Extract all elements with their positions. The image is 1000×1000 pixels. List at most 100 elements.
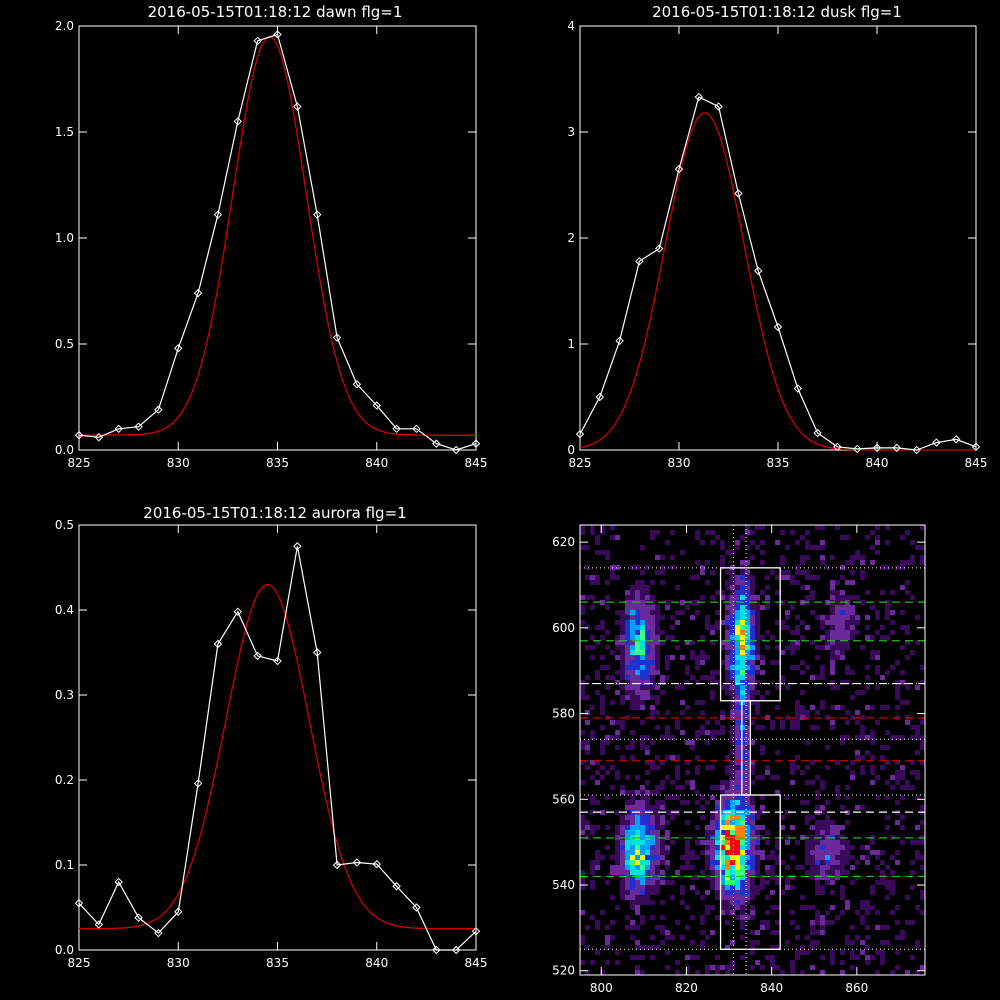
heatmap-cell [645,945,650,950]
heatmap-cell [770,865,775,870]
dawn-data-point [432,439,441,448]
heatmap-cell [650,675,655,680]
heatmap-cell [870,730,875,735]
heatmap-cell [910,560,915,565]
heatmap-cell [730,585,735,590]
heatmap-cell [660,785,665,790]
aurora-data-point [253,651,262,661]
dawn-data-point [412,424,421,434]
heatmap-cell [630,660,635,665]
heatmap-cell [735,690,740,695]
heatmap-cell [715,825,720,830]
heatmap-cell [755,665,760,670]
heatmap-cell [765,630,770,635]
heatmap-cell [660,940,665,945]
heatmap-cell [640,680,645,685]
dusk-y-tick-label: 3 [567,125,575,139]
heatmap-cell [615,610,620,615]
heatmap-cell [655,840,660,845]
heatmap-cell [730,790,735,795]
heatmap-cell [745,755,750,760]
heatmap-cell [685,740,690,745]
heatmap-cell [920,760,925,765]
heatmap-cell [735,730,740,735]
heatmap-cell [790,645,795,650]
heatmap-cell [635,605,640,610]
heatmap-cell [675,795,680,800]
heatmap-cell [830,950,835,955]
heatmap-cell [715,860,720,865]
heatmap-cell [740,615,745,620]
heatmap-cell [610,570,615,575]
heatmap-cell [615,730,620,735]
heatmap-cell [830,875,835,880]
heatmap-cell [780,555,785,560]
heatmap-cell [885,610,890,615]
heatmap-cell [835,590,840,595]
heatmap-cell [780,725,785,730]
heatmap-cell [865,590,870,595]
heatmap-cell [730,740,735,745]
heatmap-cell [810,945,815,950]
heatmap-cell [675,610,680,615]
heatmap-cell [830,615,835,620]
heatmap-cell [640,580,645,585]
heatmap-cell [820,625,825,630]
heatmap-cell [850,770,855,775]
heatmap-cell [580,935,585,940]
heatmap-cell [725,815,730,820]
dusk-data-point [872,443,882,453]
dusk-y-tick-label: 4 [567,19,575,33]
heatmap-cell [910,735,915,740]
heatmap-cell [880,875,885,880]
heatmap-cell [905,700,910,705]
heatmap-cell [610,865,615,870]
heatmap-cell [735,710,740,715]
heatmap-cell [735,830,740,835]
heatmap-cell [865,860,870,865]
heatmap-cell [880,860,885,865]
heatmap-cell [765,925,770,930]
heatmap-cell [640,740,645,745]
heatmap-cell [630,875,635,880]
heatmap-cell [600,970,605,975]
heatmap-cell [645,685,650,690]
heatmap-cell [790,530,795,535]
heatmap-cell [830,880,835,885]
heatmap-cell [680,865,685,870]
heatmap-cell [720,660,725,665]
heatmap-cell [615,575,620,580]
heatmap-cell [605,605,610,610]
heatmap-cell [655,805,660,810]
dusk-data-point [773,322,783,332]
heatmap-cell [735,685,740,690]
heatmap-cell [700,870,705,875]
heatmap-cell [640,545,645,550]
heatmap-cell [710,695,715,700]
heatmap-cell [665,540,670,545]
heatmap-cell [645,780,650,785]
heatmap-cell [640,675,645,680]
heatmap-cell [800,895,805,900]
heatmap-cell [660,805,665,810]
heatmap-cell [655,855,660,860]
heatmap-cell [825,825,830,830]
dusk-data-point [971,442,981,452]
dusk-data-point [674,164,684,174]
heatmap-cell [855,615,860,620]
aurora-data-line [78,546,477,951]
heatmap-cell [655,790,660,795]
heatmap-cell [660,840,665,845]
heatmap-cell [780,620,785,625]
heatmap-cell [730,680,735,685]
heatmap-cell [810,590,815,595]
heatmap-cell [630,955,635,960]
heatmap-cell [655,570,660,575]
heatmap-cell [660,800,665,805]
heatmap-cell [850,630,855,635]
heatmap-cell [755,830,760,835]
heatmap-cell [715,875,720,880]
heatmap-cell [805,625,810,630]
heatmap-cell [665,930,670,935]
heatmap-cell [615,670,620,675]
